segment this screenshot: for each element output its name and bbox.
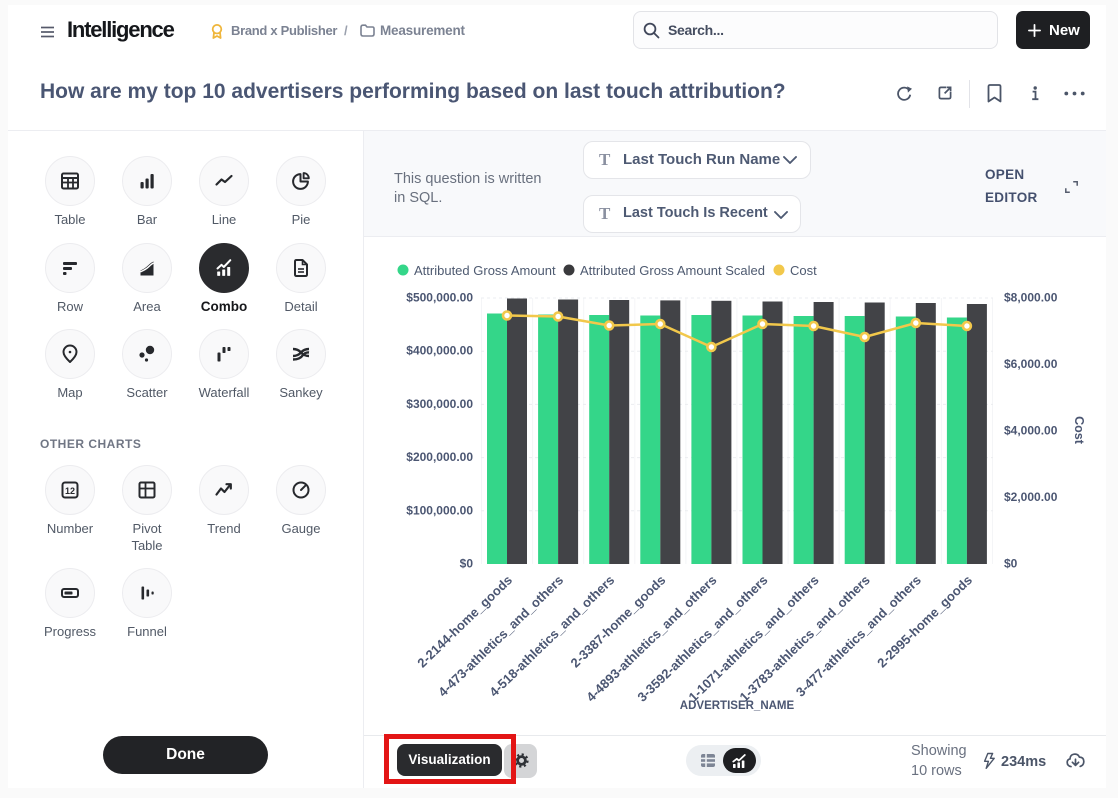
svg-text:$100,000.00: $100,000.00 — [406, 503, 473, 517]
svg-text:ADVERTISER_NAME: ADVERTISER_NAME — [680, 700, 795, 712]
svg-text:$2,000.00: $2,000.00 — [1004, 490, 1058, 504]
svg-text:$0: $0 — [1004, 557, 1018, 571]
svg-text:Cost: Cost — [1072, 416, 1086, 445]
svg-text:$6,000.00: $6,000.00 — [1004, 357, 1058, 371]
svg-text:Attributed Gross Amount: Attributed Gross Amount — [414, 263, 556, 278]
svg-text:$200,000.00: $200,000.00 — [406, 450, 473, 464]
svg-text:2-2144-home_goods: 2-2144-home_goods — [414, 572, 515, 670]
svg-text:$300,000.00: $300,000.00 — [406, 397, 473, 411]
svg-text:$4,000.00: $4,000.00 — [1004, 424, 1058, 438]
svg-text:$500,000.00: $500,000.00 — [406, 291, 473, 305]
svg-text:2-3387-home_goods: 2-3387-home_goods — [568, 572, 669, 670]
svg-text:Attributed Gross Amount Scaled: Attributed Gross Amount Scaled — [580, 263, 765, 278]
svg-text:12: 12 — [65, 486, 75, 496]
svg-text:$400,000.00: $400,000.00 — [406, 344, 473, 358]
svg-text:$8,000.00: $8,000.00 — [1004, 291, 1058, 305]
svg-text:$0: $0 — [460, 557, 474, 571]
svg-text:2-2995-home_goods: 2-2995-home_goods — [874, 572, 975, 670]
svg-text:Cost: Cost — [790, 263, 817, 278]
